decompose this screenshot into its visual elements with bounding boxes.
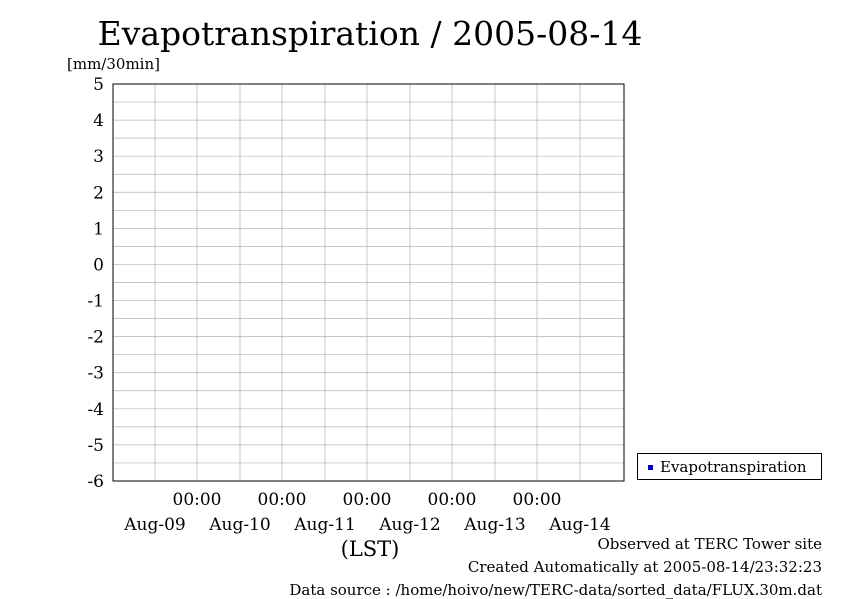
legend: Evapotranspiration [637, 453, 822, 480]
x-tick-label-day: Aug-09 [123, 515, 185, 535]
y-tick-label: 0 [93, 255, 104, 275]
y-tick-label: 3 [93, 147, 104, 167]
x-tick-label-day: Aug-13 [463, 515, 525, 535]
footer-site: Observed at TERC Tower site [597, 535, 822, 553]
x-tick-label-day: Aug-11 [293, 515, 355, 535]
x-tick-label-time: 00:00 [173, 490, 222, 510]
x-tick-label-time: 00:00 [258, 490, 307, 510]
x-tick-label-day: Aug-14 [548, 515, 610, 535]
y-tick-label: 2 [93, 183, 104, 203]
y-tick-label: 1 [93, 219, 104, 239]
legend-label: Evapotranspiration [660, 458, 807, 476]
y-tick-label: -3 [87, 364, 104, 384]
legend-swatch [648, 465, 653, 470]
y-tick-label: 4 [93, 111, 104, 131]
chart-title: Evapotranspiration / 2005-08-14 [97, 14, 643, 53]
x-tick-label-day: Aug-12 [378, 515, 440, 535]
x-tick-label-day: Aug-10 [208, 515, 270, 535]
x-tick-label-time: 00:00 [428, 490, 477, 510]
y-tick-label: -2 [87, 328, 104, 348]
x-tick-labels: 00:00 00:00 00:00 00:00 00:00 Aug-09 Aug-10 Aug… [123, 490, 610, 535]
y-axis-unit: [mm/30min] [67, 55, 160, 73]
plot-frame [112, 83, 625, 482]
footer-source: Data source : /home/hoivo/new/TERC-data/… [289, 581, 822, 599]
grid [113, 83, 624, 482]
x-tick-label-time: 00:00 [513, 490, 562, 510]
y-tick-label: -4 [87, 400, 104, 420]
y-tick-label: -1 [87, 292, 104, 312]
y-tick-label: -5 [87, 436, 104, 456]
y-tick-label: 5 [93, 75, 104, 95]
x-axis-label: (LST) [340, 537, 400, 561]
y-tick-labels: 5 4 3 2 1 0 -1 -2 -3 -4 -5 -6 [87, 75, 104, 492]
y-tick-label: -6 [87, 472, 104, 492]
x-tick-label-time: 00:00 [343, 490, 392, 510]
footer-created: Created Automatically at 2005-08-14/23:3… [467, 558, 822, 576]
